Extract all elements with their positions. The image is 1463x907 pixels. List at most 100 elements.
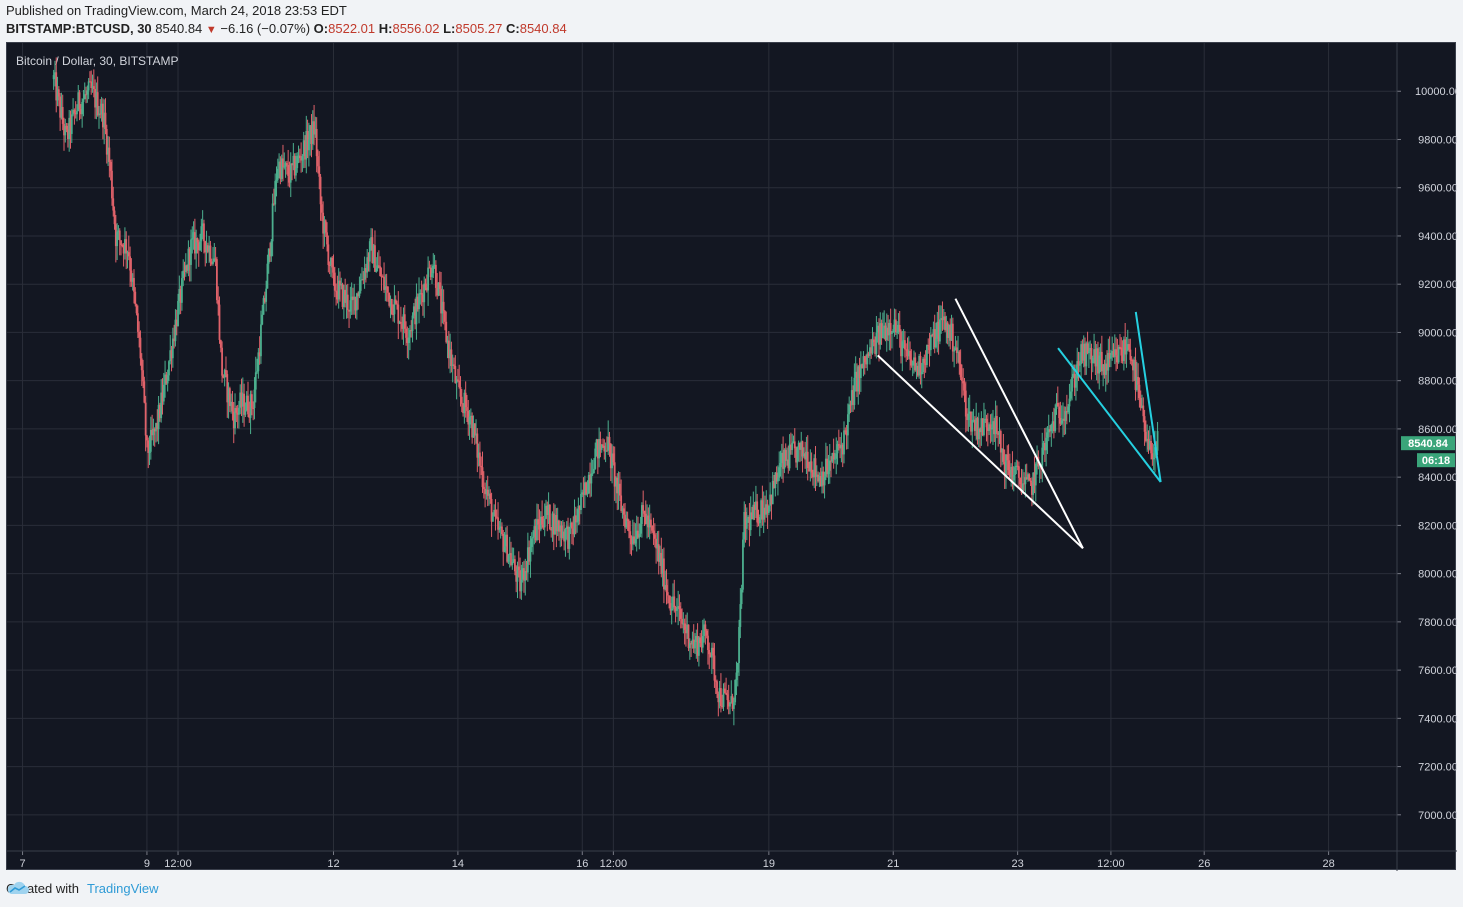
candle-body <box>568 526 571 549</box>
candle-body <box>542 524 545 528</box>
candle-body <box>757 522 760 524</box>
candle-body <box>358 290 361 297</box>
candle-body <box>762 507 765 520</box>
candle-body <box>722 688 725 707</box>
candle-body <box>263 298 266 302</box>
chart-panel[interactable]: 10000.00 9800.00 9600.00 9400.00 9200.00 9000… <box>6 42 1457 871</box>
candle-body <box>52 75 55 80</box>
candle-body <box>398 321 401 324</box>
candle-body <box>86 90 89 95</box>
candle-body <box>302 140 305 157</box>
candle-body <box>607 436 610 451</box>
candle-body <box>532 536 534 539</box>
candle-body <box>931 335 934 337</box>
candle-body <box>234 408 236 429</box>
candle-body <box>188 248 191 265</box>
candle-body <box>911 360 914 366</box>
candle-body <box>964 390 967 417</box>
x-tick-label: 21 <box>887 858 899 870</box>
candle-body <box>409 330 411 338</box>
tradingview-link[interactable]: TradingView <box>7 881 159 896</box>
candle-body <box>666 592 669 596</box>
candle-body <box>611 453 613 469</box>
candle-body <box>256 371 258 373</box>
candle-body <box>695 636 698 643</box>
candle-body <box>214 258 217 260</box>
candle-body <box>313 121 315 135</box>
candle-body <box>716 681 718 694</box>
candle-body <box>853 377 856 406</box>
candle-body <box>1072 373 1075 377</box>
candle-body <box>381 276 384 278</box>
candle-body <box>1014 467 1016 475</box>
candle-body <box>700 643 703 648</box>
candle-body <box>585 482 588 495</box>
candle-body <box>399 321 402 324</box>
candle-body <box>309 125 312 140</box>
candle-body <box>187 248 190 271</box>
candle-body <box>103 112 106 128</box>
candle-body <box>419 293 422 295</box>
candle-body <box>306 130 309 151</box>
candle-body <box>653 534 656 539</box>
candle-body <box>774 472 777 489</box>
candle-body <box>1049 429 1051 432</box>
candle-body <box>546 505 549 515</box>
candle-body <box>1047 429 1050 433</box>
candle-body <box>1141 405 1143 408</box>
candle-body <box>213 258 216 262</box>
candle-body <box>572 528 575 535</box>
x-tick-label: 12:00 <box>164 858 192 870</box>
candle-body <box>146 435 148 441</box>
candle-body <box>685 629 687 634</box>
candle-body <box>292 155 295 166</box>
candle-body <box>997 432 1000 435</box>
candle-body <box>834 458 836 460</box>
candle-body <box>1064 411 1067 421</box>
candle-body <box>458 380 461 387</box>
candle-body <box>486 489 489 496</box>
candle-body <box>1113 349 1116 358</box>
candle-body <box>215 259 218 301</box>
candle-body <box>989 424 992 430</box>
candle-body <box>830 460 832 462</box>
candle-body <box>563 531 566 542</box>
candlestick-chart[interactable]: 10000.00 9800.00 9600.00 9400.00 9200.00 9000… <box>7 43 1457 871</box>
candle-body <box>390 298 393 315</box>
candle-body <box>919 355 922 375</box>
candle-body <box>502 534 505 552</box>
y-tick-label: 8200.00 <box>1418 520 1457 532</box>
x-tick-label: 12:00 <box>600 858 628 870</box>
candle-body <box>740 589 743 605</box>
close-label: C: <box>506 21 520 36</box>
candle-body <box>574 515 577 523</box>
y-tick-label: 10000.00 <box>1415 86 1457 98</box>
candle-body <box>697 637 700 656</box>
symbol[interactable]: BITSTAMP:BTCUSD, 30 <box>6 21 152 36</box>
candle-body <box>231 401 234 412</box>
candle-body <box>345 294 348 303</box>
candle-body <box>134 291 137 305</box>
candle-body <box>212 261 214 264</box>
candle-body <box>441 301 444 314</box>
candle-body <box>319 176 322 205</box>
candle-body <box>437 282 440 296</box>
candle-body <box>675 608 678 611</box>
candle-body <box>817 474 819 482</box>
candle-body <box>183 270 186 272</box>
candle-body <box>690 643 693 645</box>
candle-body <box>867 353 870 356</box>
candle-body <box>54 72 56 76</box>
candle-body <box>61 107 64 124</box>
candle-body <box>199 241 201 251</box>
candle-body <box>418 293 420 310</box>
candle-body <box>280 158 283 179</box>
candle-body <box>454 365 457 383</box>
candle-body <box>181 278 183 303</box>
candle-body <box>1130 359 1133 361</box>
candle-body <box>99 113 102 115</box>
candle-body <box>340 284 343 286</box>
candle-body <box>1058 406 1060 418</box>
candle-body <box>217 300 220 305</box>
candle-body <box>261 314 264 325</box>
